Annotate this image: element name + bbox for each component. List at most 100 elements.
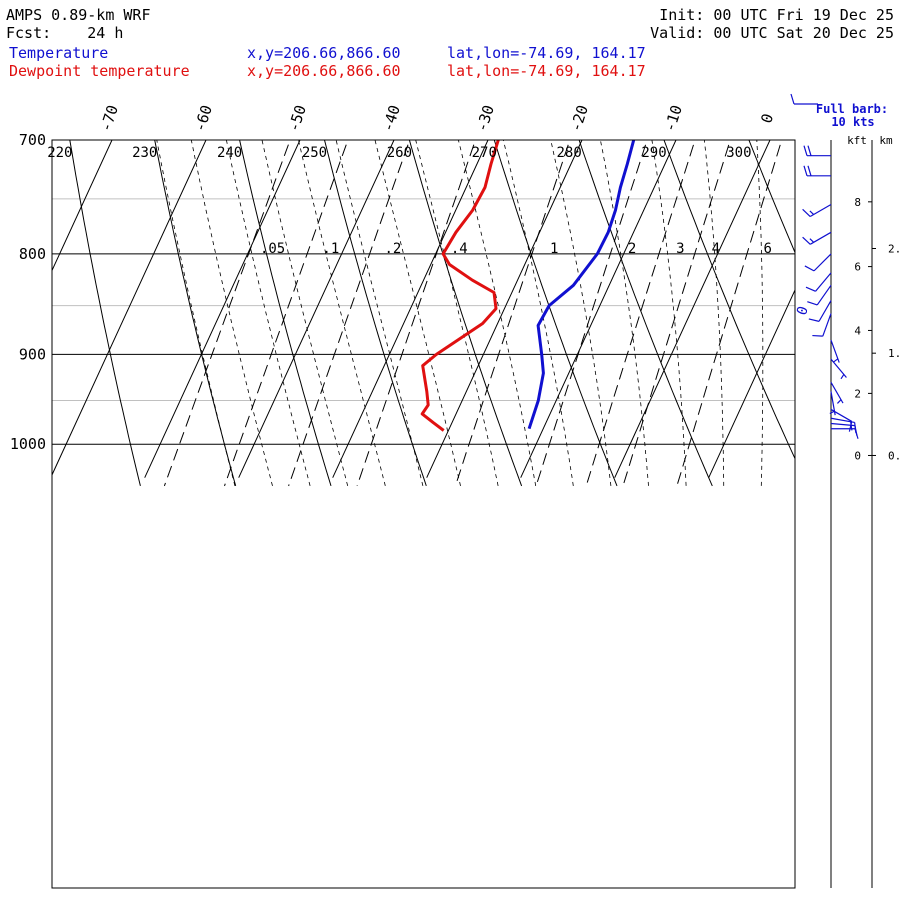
mixing-ratio-line (676, 140, 783, 487)
mixing-ratio-label: .2 (384, 241, 401, 257)
pressure-label: 800 (19, 245, 46, 263)
dry-adiabat (323, 140, 427, 487)
wind-barb (802, 231, 832, 245)
km-tick-label: 1. (888, 347, 900, 360)
barb-flag (803, 145, 808, 156)
pressure-label: 700 (19, 131, 46, 149)
mixing-ratio-label: 6 (763, 241, 771, 257)
wind-barb (807, 284, 832, 306)
barb-staff (815, 272, 832, 292)
theta-label: 230 (132, 145, 157, 161)
dry-adiabat (578, 140, 713, 487)
wind-barb (803, 145, 831, 157)
moist-adiabat (335, 140, 424, 486)
barb-half-flag (809, 238, 815, 243)
forecast-hour: Fcst: 24 h (6, 24, 123, 42)
mixing-ratio-label: 1 (550, 241, 558, 257)
moist-adiabat (156, 140, 236, 486)
moist-adiabat (190, 140, 273, 487)
barb-flag (808, 318, 820, 322)
barb-half-flag (836, 399, 842, 404)
km-label: km (879, 134, 893, 147)
dry-adiabat (69, 140, 141, 487)
isotherm-label: -10 (660, 103, 685, 134)
init-value: 00 UTC Fri 19 Dec 25 (713, 6, 894, 24)
kft-tick-label: 8 (854, 196, 861, 209)
wind-barb (802, 203, 832, 218)
model-title: AMPS 0.89-km WRF (6, 6, 151, 24)
moist-adiabat (703, 140, 725, 486)
barb-flag (802, 208, 811, 217)
barb-half-flag (840, 374, 845, 380)
moist-adiabat (651, 140, 687, 486)
mixing-ratio-line (535, 140, 648, 487)
mixing-ratio-label: 2 (628, 241, 636, 257)
isotherm-label: -30 (472, 103, 497, 134)
barb-half-flag (850, 425, 853, 431)
plot-frame (51, 139, 796, 889)
barb-flag (812, 334, 823, 337)
barb-flag (790, 93, 795, 105)
moist-adiabat (261, 140, 349, 487)
valid-value: 00 UTC Sat 20 Dec 25 (713, 24, 894, 42)
barb-flag (807, 301, 818, 306)
barb-flag (807, 145, 812, 156)
barb-legend-line2: 10 kts (831, 115, 874, 129)
barb-flag (803, 165, 808, 176)
mixing-ratio-line (288, 140, 411, 487)
dry-adiabat (239, 140, 332, 487)
moist-adiabat (756, 140, 764, 486)
wind-barb (812, 313, 832, 337)
kft-label: kft (847, 134, 867, 147)
theta-label: 260 (387, 145, 412, 161)
theta-label: 290 (641, 145, 666, 161)
isotherm (52, 140, 207, 477)
km-tick-label: 2. (888, 243, 900, 256)
barb-staff (818, 300, 832, 322)
wind-barb (805, 272, 832, 292)
dry-adiabat (493, 140, 618, 487)
isotherm-label: 0 (757, 111, 777, 125)
dry-adiabat (748, 140, 795, 254)
legend-temperature-xy: x,y=206.66,866.60 (247, 44, 401, 62)
init-label: Init: (659, 6, 705, 24)
barb-half-flag (833, 358, 839, 363)
kft-tick-label: 6 (854, 261, 861, 274)
mixing-ratio-label: .1 (322, 241, 339, 257)
mixing-ratio-line (454, 140, 571, 487)
moist-adiabat (599, 140, 649, 486)
theta-label: 250 (302, 145, 327, 161)
kft-tick-label: 2 (854, 387, 861, 400)
isotherm (52, 140, 113, 272)
km-tick-label: 0. (888, 449, 900, 462)
isotherm-label: -20 (566, 103, 591, 134)
mixing-ratio-line (356, 140, 476, 487)
init-time: Init: 00 UTC Fri 19 Dec 25 (659, 6, 894, 24)
mixing-ratio-label: 3 (676, 241, 684, 257)
valid-label: Valid: (650, 24, 705, 42)
moist-adiabat (457, 140, 537, 486)
legend-temperature-name: Temperature (9, 44, 109, 62)
barb-staff (816, 284, 832, 306)
barb-staff (822, 313, 832, 337)
isotherm (144, 140, 301, 478)
dewpoint-profile (420, 140, 500, 432)
dry-adiabat (663, 140, 795, 460)
moist-adiabat (298, 140, 386, 486)
isotherm-label: -60 (190, 103, 215, 134)
theta-label: 280 (556, 145, 581, 161)
barb-flag (805, 286, 816, 292)
isotherm (520, 140, 677, 478)
isotherm (0, 140, 18, 478)
wind-barb (804, 253, 832, 272)
dry-adiabat (829, 128, 900, 486)
legend-dewpoint-latlon: lat,lon=-74.69, 164.17 (447, 62, 646, 80)
mixing-ratio-line (224, 140, 349, 487)
barb-legend-icon (790, 93, 818, 105)
dry-adiabat (0, 128, 45, 486)
kft-tick-label: 4 (854, 324, 861, 337)
barb-staff (813, 253, 832, 272)
isotherm (614, 140, 771, 478)
isotherm (708, 288, 795, 478)
isotherm (332, 140, 489, 478)
